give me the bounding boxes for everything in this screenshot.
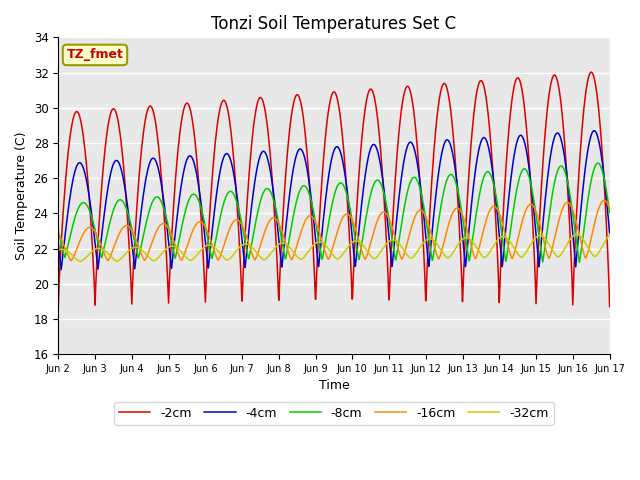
-4cm bbox=[97, 236, 105, 242]
-2cm bbox=[368, 87, 376, 93]
-32cm bbox=[605, 232, 613, 238]
-2cm bbox=[54, 304, 62, 310]
-32cm bbox=[310, 242, 317, 248]
-4cm bbox=[369, 143, 376, 148]
-32cm bbox=[300, 254, 308, 260]
-16cm bbox=[289, 255, 296, 261]
-8cm bbox=[289, 219, 296, 225]
-16cm bbox=[67, 258, 75, 264]
-2cm bbox=[605, 304, 613, 310]
Line: -8cm: -8cm bbox=[58, 163, 609, 262]
-16cm bbox=[54, 231, 62, 237]
Line: -4cm: -4cm bbox=[58, 131, 609, 270]
-16cm bbox=[600, 198, 608, 204]
-2cm bbox=[289, 108, 296, 113]
Line: -32cm: -32cm bbox=[58, 235, 609, 262]
-2cm bbox=[300, 117, 307, 122]
-32cm bbox=[573, 232, 580, 238]
-16cm bbox=[605, 205, 613, 211]
-2cm bbox=[588, 69, 595, 75]
-32cm bbox=[77, 259, 84, 264]
-4cm bbox=[590, 128, 598, 133]
-2cm bbox=[120, 162, 127, 168]
-32cm bbox=[120, 253, 127, 259]
-8cm bbox=[120, 199, 127, 205]
-8cm bbox=[310, 209, 317, 215]
Line: -2cm: -2cm bbox=[58, 72, 609, 307]
-4cm bbox=[310, 219, 317, 225]
-16cm bbox=[97, 243, 105, 249]
-4cm bbox=[605, 230, 613, 236]
-32cm bbox=[369, 254, 376, 260]
Y-axis label: Soil Temperature (C): Soil Temperature (C) bbox=[15, 132, 28, 260]
X-axis label: Time: Time bbox=[319, 379, 349, 392]
-8cm bbox=[368, 187, 376, 192]
-4cm bbox=[300, 152, 308, 158]
-32cm bbox=[289, 248, 296, 253]
Legend: -2cm, -4cm, -8cm, -16cm, -32cm: -2cm, -4cm, -8cm, -16cm, -32cm bbox=[114, 402, 554, 424]
-16cm bbox=[120, 224, 127, 229]
Title: Tonzi Soil Temperatures Set C: Tonzi Soil Temperatures Set C bbox=[211, 15, 456, 33]
-2cm bbox=[97, 193, 105, 199]
-8cm bbox=[300, 183, 307, 189]
Text: TZ_fmet: TZ_fmet bbox=[67, 48, 124, 61]
-16cm bbox=[369, 234, 376, 240]
-4cm bbox=[54, 240, 62, 246]
-32cm bbox=[54, 247, 62, 253]
-32cm bbox=[97, 246, 105, 252]
-8cm bbox=[97, 252, 105, 258]
-8cm bbox=[54, 228, 62, 234]
-8cm bbox=[594, 160, 602, 166]
-16cm bbox=[300, 221, 308, 227]
Line: -16cm: -16cm bbox=[58, 201, 609, 261]
-8cm bbox=[575, 259, 583, 265]
-2cm bbox=[310, 252, 317, 257]
-8cm bbox=[605, 210, 613, 216]
-4cm bbox=[289, 170, 296, 176]
-4cm bbox=[58, 267, 65, 273]
-4cm bbox=[120, 178, 127, 184]
-16cm bbox=[310, 216, 317, 222]
